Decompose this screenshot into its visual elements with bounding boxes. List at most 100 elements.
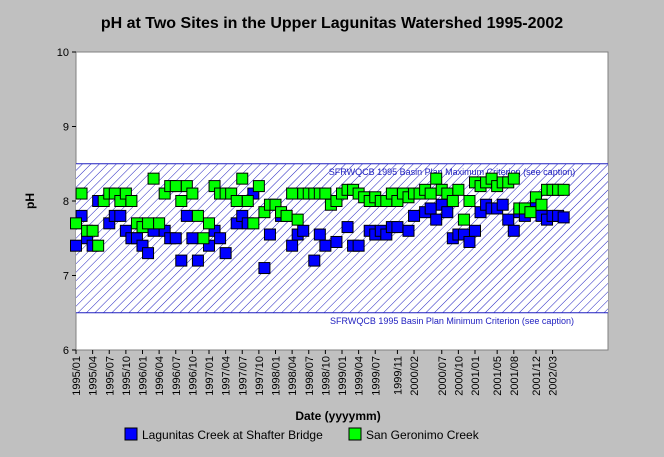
data-point [175, 254, 188, 267]
x-tick-label: 1998/01 [271, 356, 283, 396]
chart-title: pH at Two Sites in the Upper Lagunitas W… [101, 15, 563, 32]
x-tick-label: 1997/07 [237, 356, 249, 396]
data-point [291, 213, 304, 226]
data-point [114, 209, 127, 222]
data-point [463, 195, 476, 207]
y-tick-label: 9 [63, 122, 69, 134]
x-tick-label: 1996/10 [187, 356, 199, 396]
x-tick-label: 2002/03 [548, 356, 560, 396]
data-point [402, 224, 415, 237]
x-tick-label: 1995/01 [71, 356, 83, 396]
data-point [169, 232, 182, 245]
max-criterion-label: SFRWQCB 1995 Basin Plan Maximum Criterio… [329, 167, 575, 177]
data-point [214, 232, 227, 245]
data-point [452, 183, 465, 196]
x-tick-label: 1996/01 [138, 356, 150, 396]
data-point [308, 254, 321, 267]
legend-swatch-lagunitas [124, 427, 138, 441]
data-point [70, 239, 82, 252]
data-point [280, 209, 293, 222]
data-point [92, 239, 105, 252]
data-point [263, 228, 276, 241]
data-point [341, 221, 354, 234]
x-tick-label: 1996/07 [171, 356, 183, 396]
data-point [252, 180, 265, 193]
data-point [180, 209, 193, 222]
legend-swatch-san-geronimo [348, 427, 362, 441]
x-tick-label: 1998/07 [304, 356, 316, 396]
data-point [75, 187, 88, 200]
legend-label-lagunitas: Lagunitas Creek at Shafter Bridge [142, 428, 323, 442]
data-point [230, 195, 243, 207]
data-point [319, 187, 332, 200]
data-point [391, 221, 404, 234]
x-axis: 1995/01 1995/04 1995/07 1995/10 1996/01 1996/… [71, 350, 560, 396]
legend: Lagunitas Creek at Shafter Bridge San Ge… [124, 427, 480, 442]
x-tick-label: 1998/10 [320, 356, 332, 396]
data-point [424, 202, 437, 215]
data-point [125, 195, 138, 207]
data-point [197, 232, 210, 245]
x-axis-title: Date (yyyymm) [295, 409, 380, 423]
x-tick-label: 2000/10 [453, 356, 465, 396]
x-tick-label: 1999/07 [370, 356, 382, 396]
data-point [147, 172, 160, 185]
data-point [241, 195, 254, 207]
x-tick-label: 1995/10 [121, 356, 133, 396]
data-point [219, 247, 232, 260]
data-point [236, 172, 249, 185]
data-point [507, 224, 520, 237]
data-point [557, 183, 570, 196]
y-tick-label: 6 [63, 345, 69, 357]
data-point [169, 180, 182, 193]
data-point [203, 217, 215, 230]
data-point [330, 235, 343, 248]
data-point [524, 206, 537, 219]
x-tick-label: 1999/04 [354, 356, 366, 396]
x-tick-label: 2001/01 [470, 356, 482, 396]
data-point [463, 235, 476, 248]
x-tick-label: 2000/07 [437, 356, 449, 396]
data-point [191, 209, 204, 222]
data-point [408, 209, 421, 222]
data-point [286, 239, 299, 252]
data-point [507, 172, 520, 185]
x-tick-label: 2001/12 [531, 356, 543, 396]
data-point [457, 213, 470, 226]
data-point [297, 224, 310, 237]
data-point [557, 211, 570, 224]
data-point [191, 254, 204, 267]
data-point [424, 187, 437, 200]
y-axis-title: pH [23, 193, 37, 209]
data-point [469, 224, 481, 237]
data-point [319, 239, 332, 252]
min-criterion-label: SFRWQCB 1995 Basin Plan Minimum Criterio… [330, 316, 574, 326]
data-point [258, 262, 271, 275]
y-axis: 6 7 8 9 10 [57, 47, 76, 357]
data-point [153, 217, 166, 230]
data-point [446, 195, 459, 207]
data-point [142, 217, 155, 230]
legend-label-san-geronimo: San Geronimo Creek [366, 428, 480, 442]
data-point [186, 187, 199, 200]
data-point [502, 213, 515, 226]
x-tick-label: 1996/04 [154, 356, 166, 396]
x-tick-label: 1997/10 [254, 356, 266, 396]
data-point [286, 187, 299, 200]
x-tick-label: 1995/04 [88, 356, 100, 396]
data-point [430, 213, 443, 226]
data-point [441, 206, 454, 219]
x-tick-label: 1999/01 [337, 356, 349, 396]
x-tick-label: 1997/01 [204, 356, 216, 396]
data-point [496, 198, 509, 211]
data-point [352, 239, 365, 252]
data-point [247, 217, 260, 230]
series-san-geronimo [70, 172, 570, 252]
x-tick-label: 1999/11 [392, 356, 404, 395]
x-tick-label: 2000/02 [409, 356, 421, 396]
y-tick-label: 8 [63, 196, 69, 208]
data-point [142, 247, 155, 260]
data-point [430, 172, 443, 185]
y-tick-label: 10 [57, 47, 69, 59]
